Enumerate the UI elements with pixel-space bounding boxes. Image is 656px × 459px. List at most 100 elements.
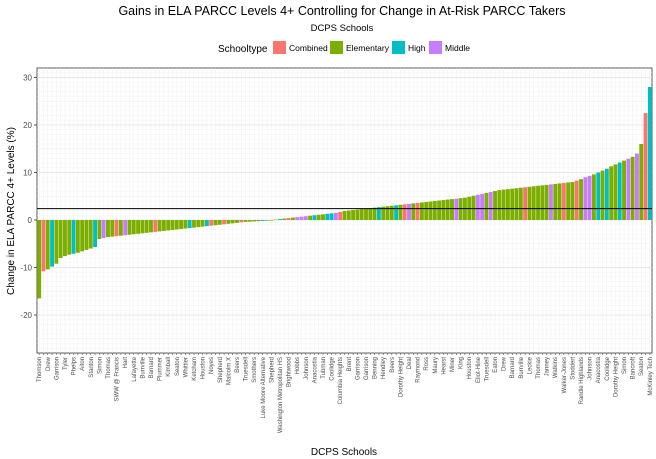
- x-tick-label: Miner: [450, 357, 456, 372]
- bar-hyde-addison: [282, 218, 287, 220]
- bar-truesdell: [484, 192, 489, 220]
- legend-item-middle: Middle: [429, 41, 470, 54]
- bar-leckie: [527, 186, 532, 220]
- x-tick-label: Beers: [235, 357, 241, 373]
- bar-beers: [389, 205, 394, 220]
- bar-savoy: [110, 220, 115, 237]
- bar-whittier: [523, 187, 528, 220]
- x-tick-label: Plummer: [158, 357, 164, 381]
- bar-roosevelt: [204, 220, 209, 227]
- y-tick-label: 10: [23, 169, 32, 178]
- bar-wilson: [394, 205, 399, 220]
- x-tick-label: Coolidge: [330, 356, 336, 380]
- x-tick-label: Randle Highlands: [579, 357, 585, 404]
- x-axis-title: DCPS Schools: [311, 447, 377, 458]
- bar-walker-jones: [561, 182, 566, 220]
- x-tick-label: Shepherd: [218, 357, 224, 383]
- bar-ketcham: [643, 113, 648, 220]
- bar-washington-metropolitan-hs: [278, 219, 282, 220]
- x-tick-label: King: [459, 357, 465, 369]
- bar-garrison: [355, 209, 360, 220]
- bar-hearst: [127, 220, 132, 235]
- y-axis-title: Change in ELA PARCC 4+ Levels (%): [6, 127, 17, 295]
- bar-eliot-hine: [475, 194, 480, 220]
- x-axis: Thomson Drew Garrison Tyler Phelps Aiton Stant…: [37, 353, 654, 433]
- bar-thomson: [37, 220, 42, 299]
- x-tick-label: Anacostia: [596, 356, 602, 383]
- bar-payne: [368, 208, 373, 220]
- y-tick-label: 0: [28, 216, 33, 225]
- x-tick-label: Johnson: [588, 357, 594, 380]
- bar-smothers: [252, 220, 257, 222]
- bar-barnard: [510, 188, 515, 220]
- x-tick-label: Ketcham: [192, 357, 198, 381]
- x-tick-label: Eaton: [493, 357, 499, 373]
- bar-thomas: [106, 220, 110, 238]
- x-tick-label: Eliot-Hine: [476, 356, 482, 383]
- legend: Schooltype Combined Elementary High Midd…: [218, 41, 470, 55]
- y-tick-label: -20: [20, 311, 32, 320]
- bar-stanton: [342, 210, 347, 220]
- bar-stoddert: [570, 182, 575, 220]
- bar-kimball: [359, 209, 364, 220]
- bar-eastern: [187, 220, 192, 229]
- bar-langley: [557, 183, 562, 220]
- bar-hendley: [84, 220, 89, 250]
- bar-brookland: [583, 177, 588, 220]
- y-tick-label: 20: [23, 121, 32, 130]
- bar-simon: [97, 220, 102, 239]
- legend-item-elementary: Elementary: [330, 41, 390, 54]
- bar-barnard: [149, 220, 153, 233]
- bar-luke-moore-alternative: [260, 220, 265, 221]
- bar-bruce-monroe: [609, 166, 614, 220]
- x-tick-label: Smothers: [252, 357, 258, 383]
- bar-brent: [346, 210, 351, 220]
- bar-dunbar: [325, 213, 330, 220]
- chart-title: Gains in ELA PARCC Levels 4+ Controlling…: [118, 4, 565, 18]
- bar-bunker-hill: [592, 174, 596, 220]
- bar-bruce-monroe: [385, 206, 390, 220]
- x-tick-label: Phelps: [72, 357, 78, 375]
- bar-powell: [67, 220, 72, 255]
- x-tick-label: Hearst: [441, 357, 447, 375]
- x-tick-label: Thomson: [37, 357, 43, 382]
- x-tick-label: Coolidge: [605, 356, 611, 380]
- legend-swatch-high: [392, 41, 405, 54]
- x-tick-label: Garrison: [364, 357, 370, 380]
- bar-shepherd: [217, 220, 222, 225]
- bar-drew: [501, 189, 506, 220]
- x-tick-label: Leckie: [527, 356, 533, 374]
- legend-label-middle: Middle: [445, 43, 470, 53]
- x-tick-label: Brent: [347, 357, 353, 372]
- bar-aiton: [80, 220, 85, 252]
- x-tick-label: Burrville: [140, 356, 146, 378]
- bar-johnson: [587, 175, 592, 220]
- bar-garrison: [364, 208, 368, 220]
- bar-randle-highlands: [230, 220, 235, 224]
- x-tick-label: SWW @ Francis: [115, 357, 121, 401]
- bar-brookland: [333, 212, 338, 220]
- bar-leckie: [213, 220, 218, 226]
- bar-ballou: [93, 220, 97, 248]
- x-tick-label: Stanton: [89, 357, 95, 378]
- bar-takoma: [239, 220, 244, 223]
- bar-truesdell: [243, 220, 248, 222]
- bar-lafayette: [131, 220, 136, 235]
- bar-columbia-heights: [338, 211, 343, 220]
- bar-johnson: [303, 216, 308, 220]
- x-tick-label: Burrville: [519, 356, 525, 378]
- bar-tubman: [321, 214, 325, 220]
- legend-swatch-elementary: [330, 41, 343, 54]
- x-tick-label: Thomas: [106, 357, 112, 379]
- bar-walker-jones: [153, 220, 158, 232]
- bar-randle-highlands: [579, 179, 583, 220]
- bar-watkins: [161, 220, 166, 231]
- bar-ludlow-taylor: [600, 170, 605, 220]
- x-tick-label: Houston: [201, 357, 207, 379]
- bar-watkins: [553, 183, 558, 220]
- bar-stanton: [88, 220, 93, 249]
- bar-cleveland: [411, 203, 416, 220]
- bar-janney: [265, 220, 270, 221]
- bar-eaton: [493, 191, 497, 220]
